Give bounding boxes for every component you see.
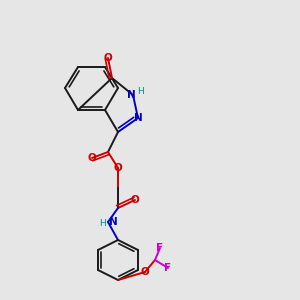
Text: O: O xyxy=(88,153,96,163)
Text: O: O xyxy=(103,53,112,63)
Text: N: N xyxy=(109,217,117,227)
Text: N: N xyxy=(127,90,135,100)
Text: O: O xyxy=(130,195,140,205)
Text: N: N xyxy=(134,113,142,123)
Text: F: F xyxy=(156,243,164,253)
Text: H: H xyxy=(99,220,105,229)
Text: O: O xyxy=(114,163,122,173)
Text: H: H xyxy=(136,88,143,97)
Text: O: O xyxy=(141,267,149,277)
Text: F: F xyxy=(164,263,172,273)
